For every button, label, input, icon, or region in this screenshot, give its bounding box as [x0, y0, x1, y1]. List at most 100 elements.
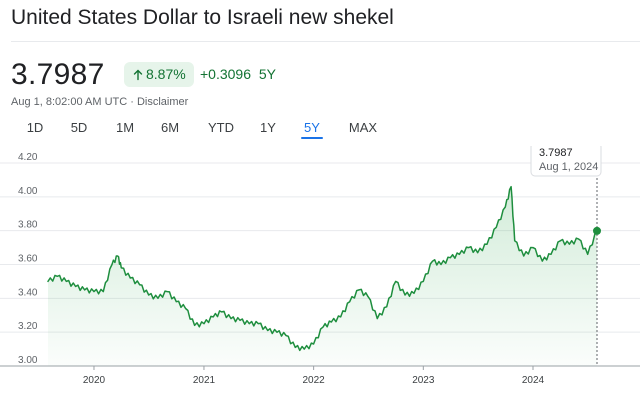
data-point — [165, 290, 169, 294]
meta-separator: · — [130, 96, 134, 108]
data-point — [457, 252, 461, 256]
data-point — [83, 288, 87, 292]
data-point — [509, 185, 513, 189]
data-point — [366, 295, 370, 299]
data-point — [256, 322, 260, 326]
disclaimer-link[interactable]: Disclaimer — [136, 96, 189, 108]
tab-5y[interactable]: 5Y — [304, 120, 320, 135]
data-point — [403, 293, 407, 297]
change-period: 5Y — [258, 66, 277, 82]
data-point — [485, 242, 489, 246]
data-point — [116, 254, 120, 258]
data-point — [74, 284, 78, 288]
data-point — [101, 290, 105, 294]
y-tick-label: 3.60 — [18, 254, 38, 265]
data-point — [540, 259, 544, 263]
data-point — [549, 252, 553, 256]
y-tick-label: 4.00 — [18, 186, 38, 197]
tooltip-date: Aug 1, 2024 — [539, 161, 598, 173]
data-point — [412, 291, 416, 295]
data-point — [284, 334, 288, 338]
data-point — [467, 246, 471, 250]
tooltip-price: 3.7987 — [539, 147, 573, 159]
data-point — [586, 252, 590, 256]
quote-timestamp: Aug 1, 8:02:00 AM UTC — [11, 96, 128, 108]
percent-change-value: 8.87% — [146, 66, 186, 82]
data-point — [439, 263, 443, 267]
y-tick-label: 3.00 — [18, 355, 38, 366]
data-point — [531, 246, 535, 250]
data-point — [184, 306, 188, 310]
data-point — [211, 315, 215, 319]
data-point — [339, 315, 343, 319]
quote-meta: Aug 1, 8:02:00 AM UTC · Disclaimer — [11, 96, 188, 108]
data-point — [394, 279, 398, 283]
data-point — [266, 328, 270, 332]
data-point — [229, 317, 233, 321]
percent-change-badge: 8.87% — [124, 62, 194, 87]
absolute-change-value: +0.3096 — [200, 66, 251, 82]
tab-5d[interactable]: 5D — [70, 120, 88, 135]
series-area — [48, 186, 597, 366]
data-point — [348, 300, 352, 304]
data-point — [321, 325, 325, 329]
arrow-up-icon — [132, 69, 144, 81]
data-point — [220, 310, 224, 314]
absolute-change: +0.3096 5Y — [200, 64, 276, 84]
data-point — [431, 259, 435, 263]
data-point — [513, 239, 517, 243]
tab-max[interactable]: MAX — [348, 120, 378, 135]
data-point — [558, 239, 562, 243]
data-point — [421, 279, 425, 283]
data-point — [302, 347, 306, 351]
data-point — [494, 225, 498, 229]
series-line — [47, 185, 598, 352]
data-point — [247, 322, 251, 326]
page-title: United States Dollar to Israeli new shek… — [11, 6, 394, 29]
header-divider — [11, 41, 640, 42]
data-point — [138, 283, 142, 287]
data-point — [577, 237, 581, 241]
data-point — [448, 256, 452, 260]
data-point — [312, 342, 316, 346]
data-point — [357, 288, 361, 292]
data-point — [193, 323, 197, 327]
x-tick-label: 2020 — [83, 375, 106, 386]
data-point — [64, 279, 68, 283]
y-tick-label: 4.20 — [18, 152, 38, 163]
tooltip-box — [530, 146, 602, 177]
current-point-marker — [593, 226, 601, 235]
tab-ytd[interactable]: YTD — [208, 120, 234, 135]
data-point — [293, 345, 297, 349]
data-point — [147, 293, 151, 297]
x-tick-label: 2021 — [193, 375, 216, 386]
y-tick-label: 3.40 — [18, 287, 38, 298]
data-point — [128, 276, 132, 280]
data-point — [375, 317, 379, 321]
y-tick-label: 3.20 — [18, 321, 38, 332]
data-point — [238, 318, 242, 322]
data-point — [156, 296, 160, 300]
data-point — [476, 251, 480, 255]
data-point — [329, 320, 333, 324]
tab-6m[interactable]: 6M — [160, 120, 180, 135]
x-tick-label: 2023 — [412, 375, 435, 386]
data-point — [275, 330, 279, 334]
tab-1y[interactable]: 1Y — [260, 120, 276, 135]
price-chart[interactable]: 4.20 4.00 3.80 3.60 3.40 3.20 3.00 2020 2021 2022… — [0, 146, 640, 409]
data-point — [174, 300, 178, 304]
current-price: 3.7987 — [11, 58, 105, 91]
data-point — [385, 305, 389, 309]
data-point — [92, 290, 96, 294]
data-point — [119, 266, 123, 270]
x-tick-label: 2024 — [522, 375, 545, 386]
data-point — [503, 205, 507, 209]
data-point — [522, 254, 526, 258]
tab-1m[interactable]: 1M — [115, 120, 135, 135]
active-tab-indicator — [301, 137, 323, 139]
tab-1d[interactable]: 1D — [26, 120, 44, 135]
data-point — [202, 322, 206, 326]
data-point — [55, 274, 59, 278]
x-tick-label: 2022 — [303, 375, 326, 386]
data-point — [46, 279, 50, 283]
